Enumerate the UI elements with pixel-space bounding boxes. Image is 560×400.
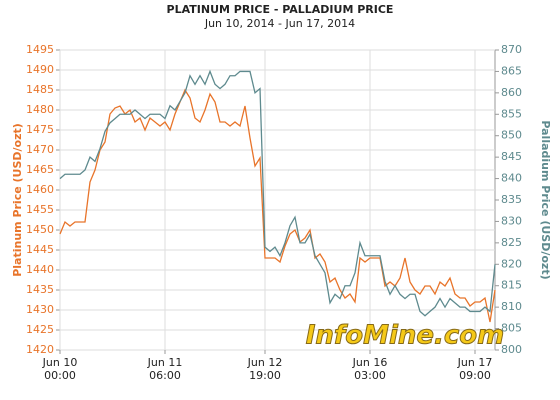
y2-tick-label: 840: [501, 172, 522, 185]
y-tick-label: 1475: [26, 123, 54, 136]
x-tick-label: Jun 16 03:00: [352, 356, 388, 382]
y-tick-label: 1425: [26, 323, 54, 336]
y-tick-label: 1440: [26, 263, 54, 276]
x-tick-label: Jun 17 09:00: [457, 356, 493, 382]
line-series: [59, 88, 496, 323]
y-tick-label: 1430: [26, 303, 54, 316]
y2-tick-label: 800: [501, 343, 522, 356]
y2-axis-title: Palladium Price (USD/ozt): [539, 120, 552, 279]
y2-tick-label: 845: [501, 150, 522, 163]
y-tick-label: 1460: [26, 183, 54, 196]
y2-tick-label: 850: [501, 129, 522, 142]
chart-title: PLATINUM PRICE - PALLADIUM PRICE: [167, 3, 394, 16]
y2-tick-label: 825: [501, 236, 522, 249]
x-tick-label: Jun 11 06:00: [147, 356, 183, 382]
y-axis-title: Platinum Price (USD/ozt): [11, 123, 24, 277]
y2-tick-label: 870: [501, 43, 522, 56]
y-tick-label: 1435: [26, 283, 54, 296]
line-series: [59, 69, 496, 317]
plot-area: [59, 49, 496, 351]
y-tick-label: 1495: [26, 43, 54, 56]
y2-tick-label: 815: [501, 279, 522, 292]
chart-subtitle: Jun 10, 2014 - Jun 17, 2014: [204, 17, 355, 30]
y2-tick-label: 855: [501, 107, 522, 120]
watermark: InfoMine.com: [306, 321, 505, 351]
y-tick-label: 1490: [26, 63, 54, 76]
y-tick-label: 1420: [26, 343, 54, 356]
y2-tick-label: 865: [501, 64, 522, 77]
y-tick-label: 1455: [26, 203, 54, 216]
y2-tick-label: 860: [501, 86, 522, 99]
x-tick-label: Jun 12 19:00: [247, 356, 283, 382]
y-tick-label: 1450: [26, 223, 54, 236]
y-tick-label: 1470: [26, 143, 54, 156]
y-tick-label: 1445: [26, 243, 54, 256]
y2-tick-label: 835: [501, 193, 522, 206]
y-tick-label: 1485: [26, 83, 54, 96]
y2-tick-label: 810: [501, 300, 522, 313]
y2-tick-label: 830: [501, 214, 522, 227]
x-tick-label: Jun 10 00:00: [42, 356, 78, 382]
y-tick-label: 1480: [26, 103, 54, 116]
y2-tick-label: 820: [501, 257, 522, 270]
y-tick-label: 1465: [26, 163, 54, 176]
y2-tick-label: 805: [501, 322, 522, 335]
